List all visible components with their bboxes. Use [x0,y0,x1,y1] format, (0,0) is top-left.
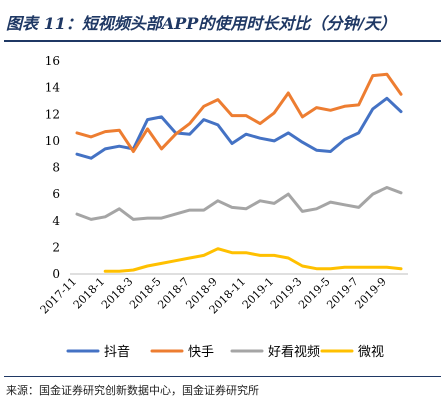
series-line-3 [75,186,403,221]
y-tick-label: 4 [52,214,60,228]
legend-label: 抖音 [104,344,130,360]
y-tick-label: 12 [45,107,60,121]
y-tick-label: 14 [45,81,61,95]
y-tick-label: 8 [52,161,60,175]
y-tick-label: 2 [52,240,60,254]
title-bar: 图表 11：短视频头部APP的使用时长对比（分钟/天） [0,0,443,42]
legend-label: 微视 [358,345,384,360]
y-tick-label: 10 [45,134,60,148]
y-tick-label: 16 [45,54,60,68]
y-tick-label: 0 [52,267,60,281]
legend-label: 好看视频 [268,344,320,360]
series-line-1 [75,96,403,160]
series-line-4 [103,247,403,273]
title-divider [4,40,441,42]
source-note: 来源：国金证券研究创新数据中心，国金证券研究所 [6,384,259,397]
x-tick-label: 2017-11 [38,275,80,317]
series-line-2 [75,72,403,153]
legend-label: 快手 [188,345,214,360]
chart-title: 图表 11：短视频头部APP的使用时长对比（分钟/天） [6,14,397,33]
x-tick-label: 2019-9 [352,275,389,312]
source-divider [4,376,441,377]
y-tick-label: 6 [52,187,60,201]
